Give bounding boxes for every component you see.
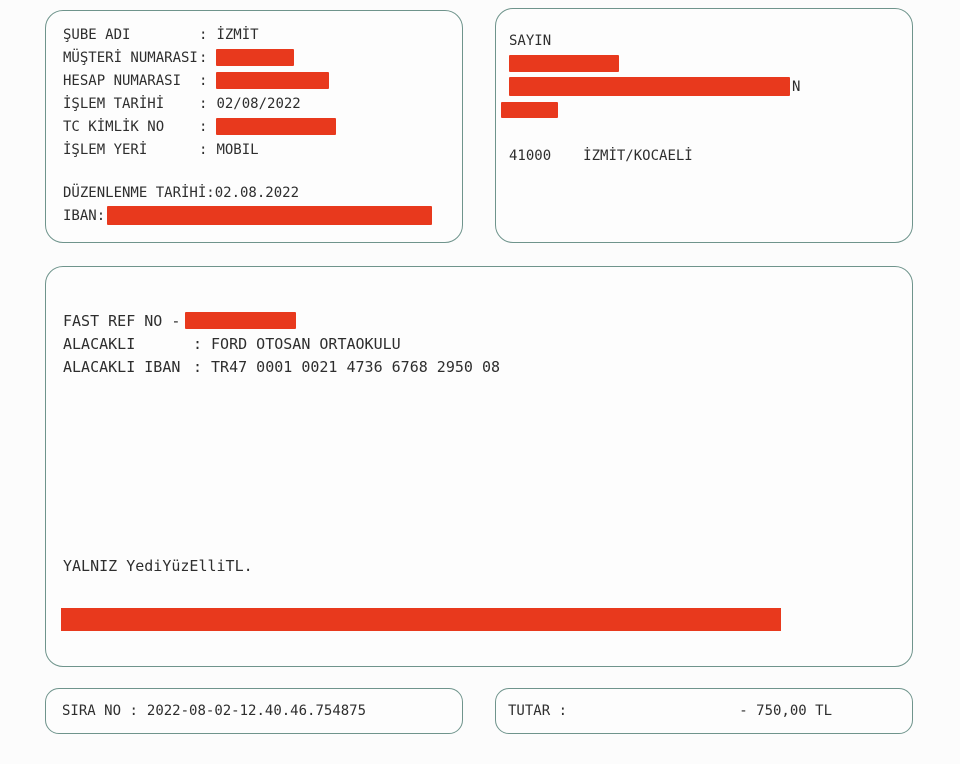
redaction-bar	[509, 55, 619, 72]
redaction-bar	[107, 206, 433, 225]
field-label: ŞUBE ADI	[63, 26, 131, 43]
redaction-bar	[509, 77, 790, 96]
signature-redaction-line	[61, 608, 896, 631]
branch-row-sube-adi: ŞUBE ADI: İZMİT	[63, 23, 448, 46]
sequence-value: 2022-08-02-12.40.46.754875	[146, 703, 367, 719]
separator: :	[199, 141, 208, 158]
separator: :	[199, 118, 208, 135]
sequence-label: SIRA NO	[62, 703, 122, 719]
redaction-bar	[216, 49, 295, 66]
field-label: ALACAKLI	[63, 334, 136, 353]
field-value: İZMİT	[216, 26, 259, 43]
field-label: TC KİMLİK NO	[63, 118, 165, 135]
separator: :	[199, 95, 208, 112]
branch-row-islem-yeri: İŞLEM YERİ: MOBIL	[63, 138, 448, 161]
field-label: MÜŞTERİ NUMARASI	[63, 49, 198, 66]
amount-label: TUTAR	[508, 703, 551, 719]
sequence-box: SIRA NO :2022-08-02-12.40.46.754875	[45, 688, 463, 734]
field-label: İŞLEM TARİHİ	[63, 95, 165, 112]
spacer	[63, 161, 448, 181]
spacer	[509, 121, 900, 144]
recipient-address-line: N	[509, 75, 900, 98]
postal-code: 41000	[509, 147, 552, 164]
branch-row-musteri-no: MÜŞTERİ NUMARASI:	[63, 46, 448, 69]
spacer	[63, 577, 896, 608]
branch-row-hesap-no: HESAP NUMARASI:	[63, 69, 448, 92]
field-value: TR47 0001 0021 4736 6768 2950 08	[211, 357, 501, 376]
recipient-district-line	[501, 98, 900, 121]
field-value: FORD OTOSAN ORTAOKULU	[211, 334, 401, 353]
spacer	[63, 378, 896, 554]
separator	[550, 703, 558, 719]
amount-box: TUTAR : - 750,00 TL	[495, 688, 913, 734]
fast-ref-label: FAST REF NO -	[63, 311, 181, 330]
separator: :	[199, 26, 208, 43]
city-name: İZMİT/KOCAELİ	[583, 147, 693, 164]
redaction-bar	[185, 312, 297, 329]
separator: :	[193, 334, 203, 353]
branch-row-tc-kimlik: TC KİMLİK NO:	[63, 115, 448, 138]
salutation-text: SAYIN	[509, 32, 552, 49]
field-label: İŞLEM YERİ	[63, 141, 148, 158]
amount-in-words-line: YALNIZ YediYüzElliTL.	[63, 554, 896, 577]
redaction-bar	[501, 101, 558, 118]
payee-row: ALACAKLI: FORD OTOSAN ORTAOKULU	[63, 332, 896, 355]
transaction-box: FAST REF NO - ALACAKLI: FORD OTOSAN ORTAO…	[45, 266, 913, 667]
redaction-bar	[216, 72, 330, 89]
field-value: 02/08/2022	[216, 95, 301, 112]
branch-row-islem-tarihi: İŞLEM TARİHİ:02/08/2022	[63, 92, 448, 115]
redaction-bar	[61, 608, 781, 631]
visible-letter: N	[792, 78, 801, 95]
amount-value: - 750,00 TL	[739, 703, 832, 719]
issue-date-line: DÜZENLENME TARİHİ:02.08.2022	[63, 181, 448, 204]
payee-iban-row: ALACAKLI IBAN: TR47 0001 0021 4736 6768 2…	[63, 355, 896, 378]
recipient-name-line	[509, 52, 900, 75]
issue-date-text: DÜZENLENME TARİHİ:02.08.2022	[63, 184, 300, 201]
separator: :	[199, 72, 208, 89]
separator: :	[558, 703, 568, 719]
field-label: ALACAKLI IBAN	[63, 357, 181, 376]
recipient-box: SAYIN N 41000 İZMİT/KOCAELİ	[495, 8, 913, 243]
separator	[121, 703, 129, 719]
field-label: HESAP NUMARASI	[63, 72, 182, 89]
postal-city-line: 41000 İZMİT/KOCAELİ	[509, 144, 900, 167]
separator: :	[199, 49, 208, 66]
redaction-bar	[216, 118, 337, 135]
salutation-line: SAYIN	[509, 29, 900, 52]
separator: :	[193, 357, 203, 376]
branch-info-box: ŞUBE ADI: İZMİT MÜŞTERİ NUMARASI: HESAP N…	[45, 10, 463, 243]
fast-ref-line: FAST REF NO -	[63, 309, 896, 332]
iban-line: IBAN:	[63, 204, 448, 227]
field-value: MOBIL	[216, 141, 259, 158]
amount-in-words: YALNIZ YediYüzElliTL.	[63, 556, 253, 575]
iban-label: IBAN:	[63, 207, 106, 224]
separator: :	[129, 703, 138, 719]
